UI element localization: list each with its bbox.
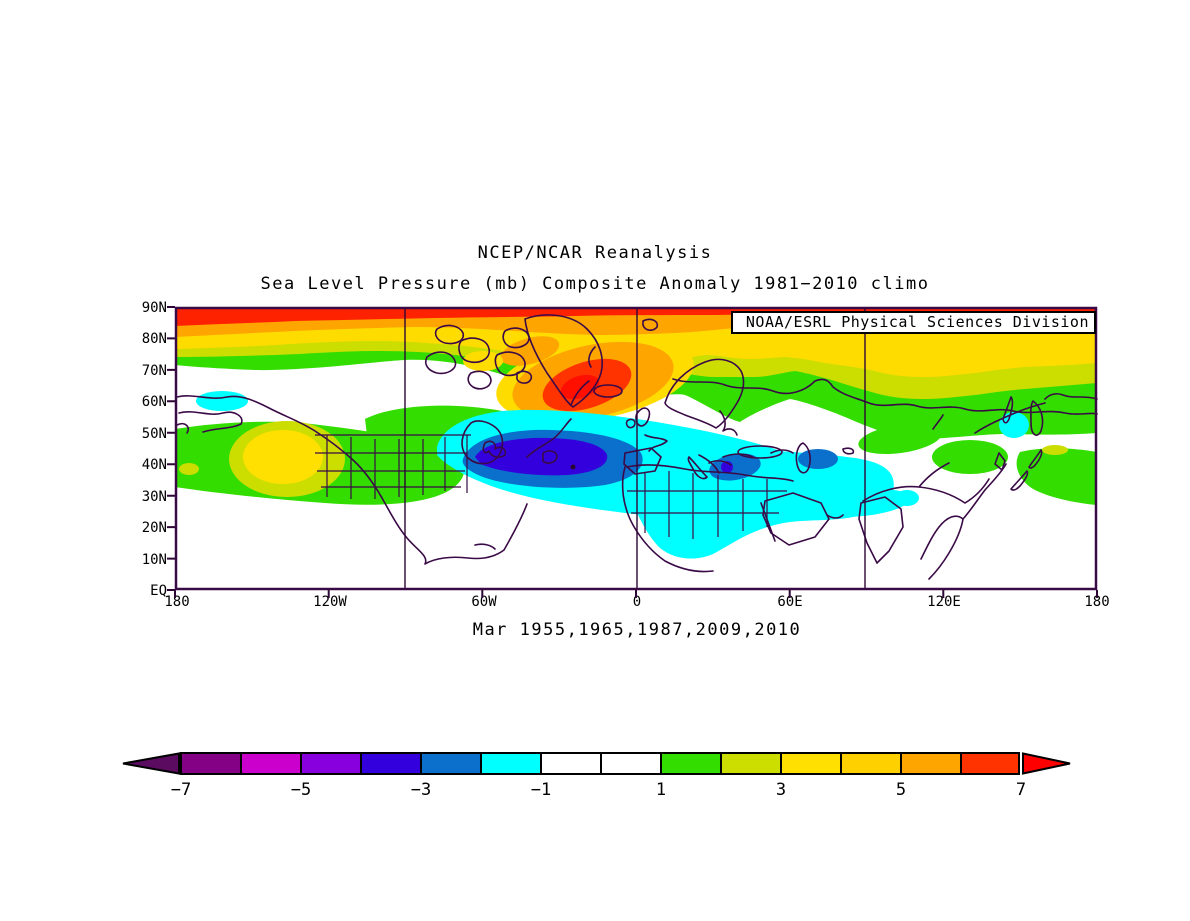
- x-tick-label: 180: [164, 594, 190, 610]
- colorbar-segment: [600, 752, 660, 775]
- y-tick-label: EQ: [150, 583, 167, 599]
- colorbar-tick-label: −5: [290, 780, 312, 800]
- colorbar-segment: [420, 752, 480, 775]
- colorbar: [180, 752, 1020, 775]
- colorbar-segment: [960, 752, 1020, 775]
- x-tick-label: 180: [1084, 594, 1110, 610]
- colorbar-segment: [240, 752, 300, 775]
- x-tick-label: 0: [632, 594, 642, 610]
- colorbar-segment: [720, 752, 780, 775]
- colorbar-segment: [660, 752, 720, 775]
- colorbar-over-arrow: [1022, 752, 1071, 775]
- meridian-gridlines: [404, 307, 866, 590]
- colorbar-segment: [780, 752, 840, 775]
- colorbar-segment: [300, 752, 360, 775]
- x-tick-label: 120W: [313, 594, 347, 610]
- colorbar-segment: [540, 752, 600, 775]
- y-tick-label: 90N: [141, 300, 167, 316]
- y-tick-label: 70N: [141, 363, 167, 379]
- credit-box: NOAA/ESRL Physical Sciences Division: [731, 311, 1096, 334]
- y-tick-label: 10N: [141, 552, 167, 568]
- colorbar-segment: [180, 752, 240, 775]
- colorbar-segment: [840, 752, 900, 775]
- colorbar-segment: [480, 752, 540, 775]
- y-tick-label: 80N: [141, 331, 167, 347]
- colorbar-tick-label: 7: [1015, 780, 1027, 800]
- colorbar-segment: [360, 752, 420, 775]
- composite-caption: Mar 1955,1965,1987,2009,2010: [472, 620, 802, 640]
- x-tick-label: 60E: [777, 594, 803, 610]
- colorbar-tick-label: 3: [775, 780, 787, 800]
- colorbar-tick-label: −1: [530, 780, 552, 800]
- x-tick-label: 60W: [471, 594, 497, 610]
- map-frame: [174, 306, 1098, 591]
- longitude-ticks: [174, 590, 1098, 598]
- colorbar-segment: [900, 752, 960, 775]
- colorbar-tick-label: 5: [895, 780, 907, 800]
- coastlines: [176, 314, 1098, 580]
- anomaly-map: [167, 306, 1098, 598]
- y-tick-label: 40N: [141, 457, 167, 473]
- colorbar-tick-label: −3: [410, 780, 432, 800]
- y-tick-label: 50N: [141, 426, 167, 442]
- y-tick-label: 30N: [141, 489, 167, 505]
- latitude-ticks: [167, 306, 175, 591]
- y-tick-label: 20N: [141, 520, 167, 536]
- negative-anomaly-cells: [196, 391, 1029, 559]
- colorbar-tick-label: −7: [170, 780, 192, 800]
- colorbar-under-arrow: [122, 752, 180, 775]
- page-title: NCEP/NCAR Reanalysis: [477, 243, 713, 263]
- page-subtitle: Sea Level Pressure (mb) Composite Anomal…: [260, 274, 930, 294]
- colorbar-tick-label: 1: [655, 780, 667, 800]
- x-tick-label: 120E: [927, 594, 961, 610]
- y-tick-label: 60N: [141, 394, 167, 410]
